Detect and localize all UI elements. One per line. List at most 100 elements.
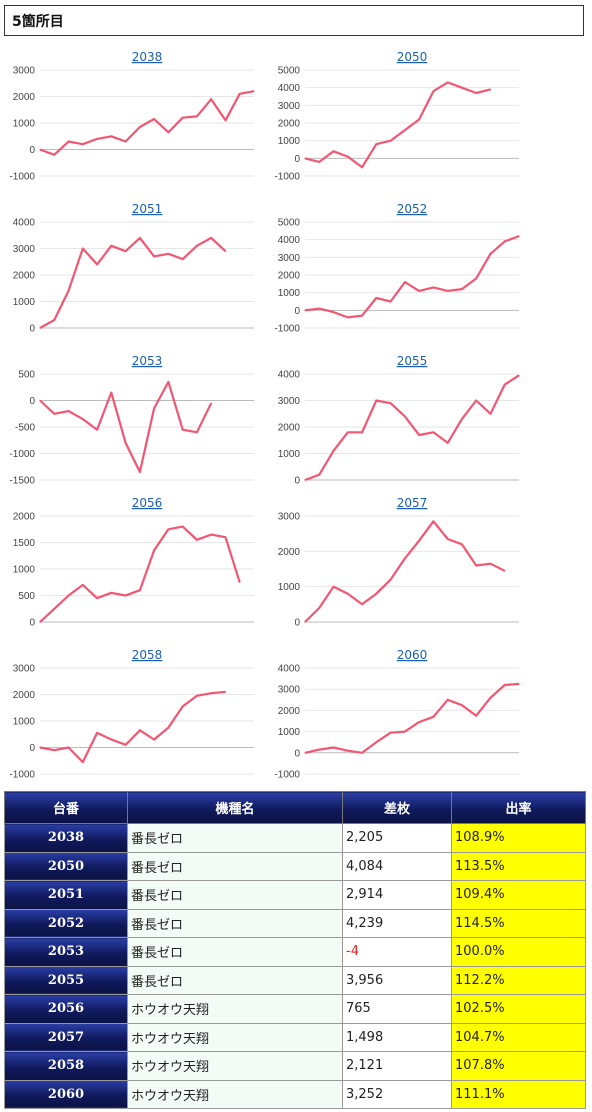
data-point [447,81,449,83]
data-point [375,297,377,299]
chart-title-link[interactable]: 2058 [132,648,163,662]
data-point [110,245,112,247]
model-name-cell: 番長ゼロ [127,908,343,938]
chart-title-link[interactable]: 2052 [397,202,428,216]
chart-title-link[interactable]: 2057 [397,496,428,510]
machine-number-cell: 2052 [4,908,128,938]
data-point [447,442,449,444]
y-tick-label: 3000 [13,66,36,77]
data-point [110,392,112,394]
data-point [167,381,169,383]
y-tick-label: 1000 [278,288,301,299]
data-point [318,308,320,310]
payout-rate-cell: 108.9% [451,823,586,853]
data-point [347,156,349,158]
data-point [489,413,492,415]
y-tick-label: 3000 [278,685,301,696]
data-point [167,528,169,530]
data-point [418,540,420,542]
difference-cell: 3,956 [342,965,452,995]
data-point [139,589,141,591]
chart-title-link[interactable]: 2056 [132,496,163,510]
y-tick-label: -1000 [274,172,300,183]
data-point [182,429,184,431]
chart-title-link[interactable]: 2051 [132,202,163,216]
section-header: 5箇所目 [4,5,584,36]
data-point [418,721,420,723]
series-line [304,682,520,754]
table-row: 2052 番長ゼロ 4,239 114.5% [4,908,586,938]
chart-2052: 2052 5000 4000 3000 2000 1000 0 -1000 [269,200,539,350]
difference-cell: 765 [342,994,452,1024]
table-row: 2056 ホウオウ天翔 765 102.5% [4,994,586,1024]
payout-rate-cell: 112.2% [451,965,586,995]
model-name-cell: ホウオウ天翔 [127,1051,343,1081]
data-point [167,131,169,133]
data-point [224,691,227,693]
data-point [489,563,492,565]
chart-title-link[interactable]: 2055 [397,354,428,368]
data-point [432,286,434,288]
data-point [347,431,349,433]
payout-rate-cell: 102.5% [451,994,586,1024]
y-tick-label: 1000 [13,119,36,130]
y-tick-label: -1000 [9,770,35,781]
data-point [489,697,492,699]
data-point [210,402,212,404]
y-tick-label: 0 [294,748,300,759]
payout-rate-cell: 107.8% [451,1051,586,1081]
data-point [304,479,306,481]
data-point [153,738,155,741]
data-point [361,752,363,754]
data-point [67,410,70,412]
y-tick-label: 3000 [278,396,301,407]
model-name-cell: ホウオウ天翔 [127,1022,343,1052]
data-point [318,161,320,163]
header-model-name: 機種名 [127,791,343,824]
data-point [139,471,141,473]
table-row: 2051 番長ゼロ 2,914 109.4% [4,880,586,910]
chart-title-link[interactable]: 2038 [132,50,163,64]
data-point [304,157,306,159]
data-point [461,543,463,545]
data-point [39,327,41,329]
data-point [475,277,477,280]
header-machine-number: 台番 [4,791,128,824]
data-point [96,597,98,599]
series-line [304,374,520,482]
data-point [196,245,198,247]
difference-cell: 4,084 [342,851,452,881]
data-point [139,237,141,239]
y-tick-label: 5000 [278,66,301,77]
data-point [96,263,98,265]
y-tick-label: 2000 [13,690,36,701]
data-point [432,431,434,433]
line-chart: 2060 4000 3000 2000 1000 0 -1000 [274,648,520,781]
data-point [390,732,392,734]
chart-title-link[interactable]: 2053 [132,354,163,368]
chart-title-link[interactable]: 2050 [397,50,428,64]
chart-2038: 2038 3000 2000 1000 0 -1000 [4,48,274,198]
chart-title-link[interactable]: 2060 [397,648,428,662]
data-point [304,621,306,623]
data-point [390,579,392,581]
model-name-cell: 番長ゼロ [127,880,343,910]
data-point [461,288,463,290]
data-point [347,750,349,752]
y-tick-label: 500 [18,591,35,602]
data-point [53,749,55,751]
data-point [390,140,392,142]
data-point [390,300,392,303]
y-tick-label: 3000 [278,512,301,523]
data-point [239,93,241,95]
data-point [504,384,506,386]
machine-number-cell: 2051 [4,880,128,910]
data-point [153,549,155,551]
difference-cell: -4 [342,937,452,967]
data-point [304,309,306,311]
data-point [167,727,169,729]
series-line [304,235,520,319]
header-difference: 差枚 [342,791,452,824]
difference-cell: 3,252 [342,1079,452,1109]
data-point [125,140,127,143]
